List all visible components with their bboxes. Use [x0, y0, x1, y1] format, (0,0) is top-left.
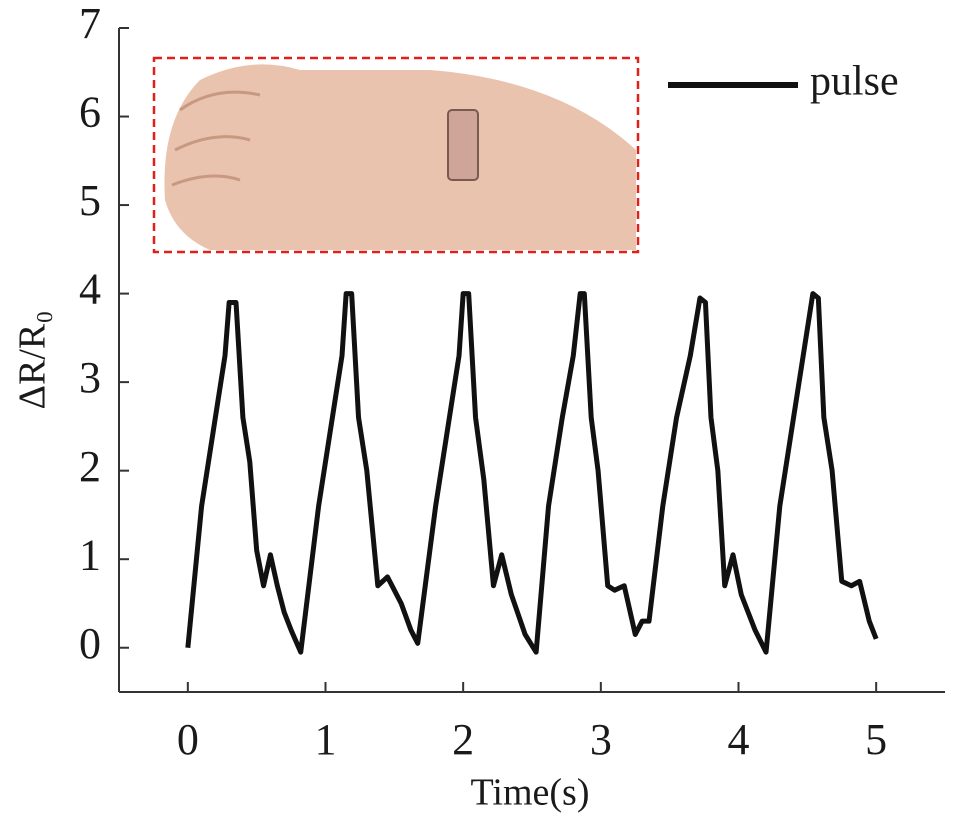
x-tick-label: 0 [177, 715, 199, 764]
legend-label: pulse [810, 59, 899, 105]
inset-photo [152, 56, 640, 254]
sensor [447, 109, 479, 181]
y-tick-label: 4 [79, 265, 101, 314]
x-tick-label: 2 [452, 715, 474, 764]
y-axis-title: ΔR/R₀ [12, 311, 54, 410]
x-tick-label: 4 [728, 715, 750, 764]
x-tick-label: 5 [865, 715, 887, 764]
x-axis-title: Time(s) [471, 772, 590, 814]
y-tick-label: 2 [79, 442, 101, 491]
y-tick-label: 0 [79, 619, 101, 668]
finger-lines [171, 90, 261, 187]
y-tick-label: 1 [79, 530, 101, 579]
y-tick-label: 7 [79, 0, 101, 48]
y-tick-label: 3 [79, 353, 101, 402]
x-tick-label: 3 [590, 715, 612, 764]
inset-frame [152, 56, 640, 254]
y-tick-label: 5 [79, 176, 101, 225]
data-line [185, 291, 879, 655]
y-tick-label: 6 [79, 88, 101, 137]
x-tick-label: 1 [315, 715, 337, 764]
hand-shape [164, 64, 636, 250]
